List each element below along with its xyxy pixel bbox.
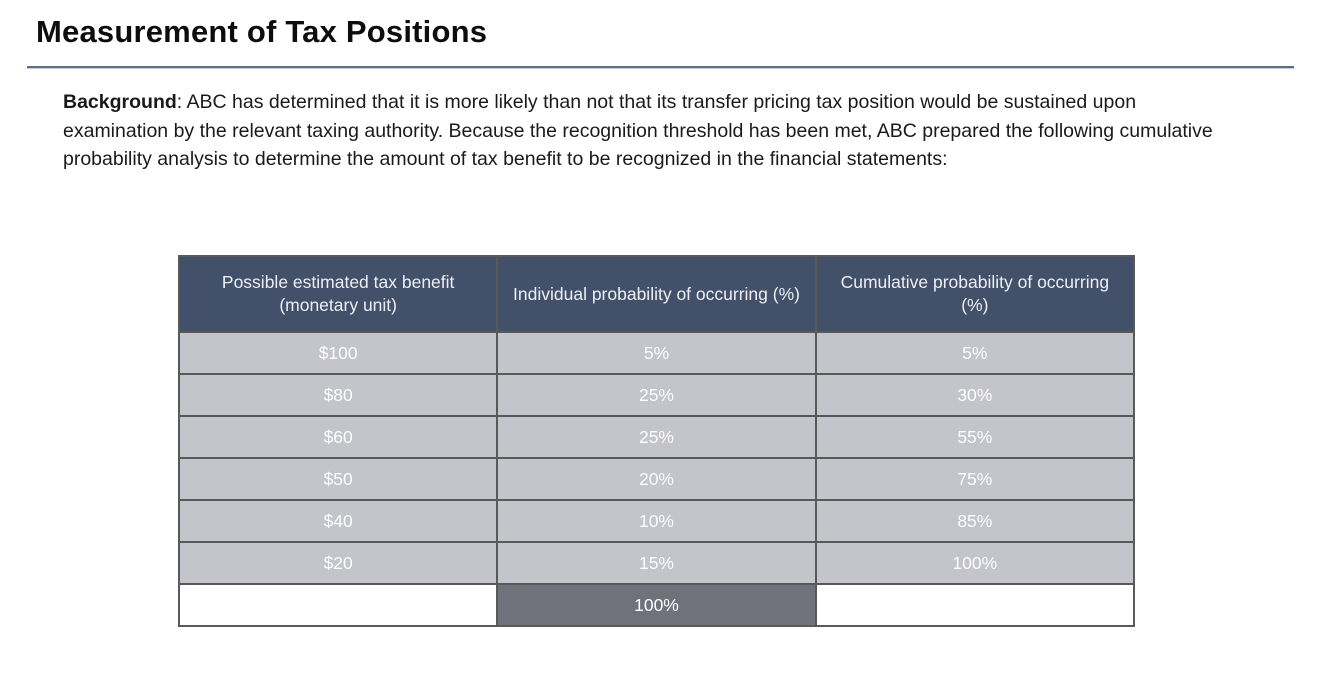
benefit-cell: $80 [177,373,499,417]
benefit-cell: $60 [177,415,499,459]
individual-probability-cell: 15% [496,541,817,585]
table-row: $80 25% 30% [177,373,1136,417]
page-title: Measurement of Tax Positions [36,14,488,49]
benefit-cell: $40 [177,499,499,543]
header-cumulative-probability: Cumulative probability of occurring (%) [814,255,1136,333]
table-row: $100 5% 5% [177,331,1136,375]
table-row: $60 25% 55% [177,415,1136,459]
individual-probability-cell: 20% [496,457,817,501]
cumulative-probability-cell: 100% [814,541,1136,585]
individual-probability-total-cell: 100% [496,583,817,627]
cumulative-probability-cell: 55% [814,415,1136,459]
total-row-empty-cell [177,583,499,627]
individual-probability-cell: 5% [496,331,817,375]
title-underline [27,66,1294,69]
cumulative-probability-cell: 30% [814,373,1136,417]
background-label: Background [63,91,177,113]
table-row: $20 15% 100% [177,541,1136,585]
benefit-cell: $20 [177,541,499,585]
benefit-cell: $50 [177,457,499,501]
table-total-row: 100% [177,583,1136,627]
total-row-empty-cell [814,583,1136,627]
individual-probability-cell: 25% [496,373,817,417]
benefit-cell: $100 [177,331,499,375]
background-text: : ABC has determined that it is more lik… [63,91,1213,170]
cumulative-probability-cell: 85% [814,499,1136,543]
background-paragraph: Background: ABC has determined that it i… [63,88,1228,174]
table-header-row: Possible estimated tax benefit (monetary… [177,255,1136,333]
cumulative-probability-cell: 5% [814,331,1136,375]
individual-probability-cell: 10% [496,499,817,543]
cumulative-probability-table: Possible estimated tax benefit (monetary… [177,255,1136,627]
individual-probability-cell: 25% [496,415,817,459]
header-individual-probability: Individual probability of occurring (%) [496,255,817,333]
header-possible-benefit: Possible estimated tax benefit (monetary… [177,255,499,333]
table-row: $40 10% 85% [177,499,1136,543]
table-row: $50 20% 75% [177,457,1136,501]
cumulative-probability-cell: 75% [814,457,1136,501]
